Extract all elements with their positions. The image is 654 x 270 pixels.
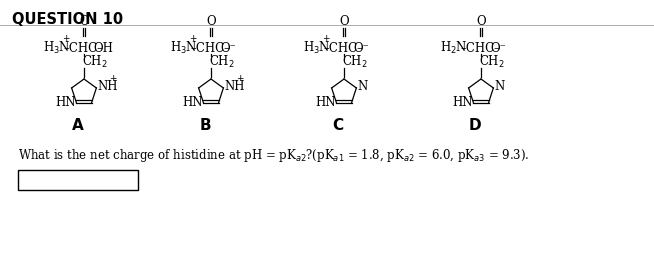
Text: +: + [62,34,69,43]
Text: HN: HN [452,96,472,109]
Text: H$_3$N: H$_3$N [303,40,331,56]
Text: CH$_2$: CH$_2$ [479,54,505,70]
Text: –CHC–: –CHC– [323,42,363,55]
Text: D: D [469,117,481,133]
Text: CH$_2$: CH$_2$ [209,54,235,70]
Text: CH$_2$: CH$_2$ [342,54,368,70]
Text: +: + [322,34,330,43]
Text: H$_3$N: H$_3$N [43,40,71,56]
Text: C: C [332,117,343,133]
Text: HN: HN [182,96,202,109]
Text: O: O [206,15,216,28]
Text: OH: OH [93,42,113,55]
Text: O⁻: O⁻ [220,42,236,55]
Text: O: O [476,15,486,28]
Text: +: + [109,74,117,83]
Text: B: B [199,117,211,133]
Text: O⁻: O⁻ [353,42,369,55]
Text: N: N [357,80,368,93]
Text: NH: NH [224,80,245,93]
Text: NH: NH [97,80,118,93]
Text: O: O [339,15,349,28]
Text: O: O [79,15,89,28]
Text: –CHC–: –CHC– [63,42,103,55]
Text: –CHC–: –CHC– [460,42,500,55]
Text: A: A [72,117,84,133]
Text: HN: HN [55,96,75,109]
Text: H$_2$N: H$_2$N [440,40,468,56]
Text: H$_3$N: H$_3$N [170,40,198,56]
Text: O⁻: O⁻ [490,42,506,55]
Text: What is the net charge of histidine at pH = pK$_{a2}$?(pK$_{a1}$ = 1.8, pK$_{a2}: What is the net charge of histidine at p… [18,147,530,164]
Text: HN: HN [315,96,336,109]
FancyBboxPatch shape [18,170,138,190]
Text: CH$_2$: CH$_2$ [82,54,108,70]
Text: +: + [236,74,244,83]
Text: –CHC–: –CHC– [190,42,230,55]
Text: N: N [494,80,505,93]
Text: QUESTION 10: QUESTION 10 [12,12,123,27]
Text: +: + [189,34,196,43]
